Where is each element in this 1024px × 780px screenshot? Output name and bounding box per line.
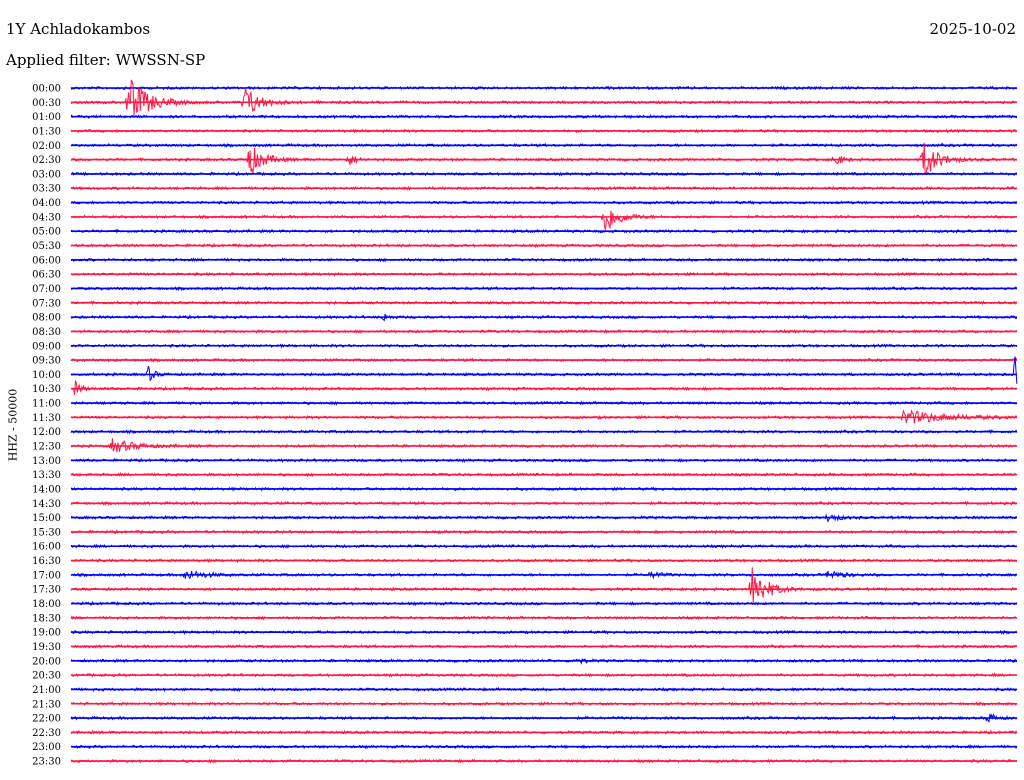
row-time-label: 11:30 [32, 413, 61, 424]
date-label: 2025-10-02 [929, 20, 1016, 38]
filter-label: Applied filter: WWSSN-SP [6, 51, 206, 69]
row-time-label: 04:00 [32, 198, 61, 209]
row-time-label: 19:30 [32, 642, 61, 653]
row-time-label: 11:00 [32, 399, 61, 410]
row-time-label: 06:30 [32, 270, 61, 281]
row-time-label: 02:30 [32, 155, 61, 166]
row-time-label: 10:00 [32, 370, 61, 381]
row-time-label: 23:30 [32, 757, 61, 768]
row-time-label: 13:30 [32, 470, 61, 481]
row-time-label: 14:30 [32, 499, 61, 510]
row-time-label: 15:00 [32, 513, 61, 524]
row-time-label: 22:30 [32, 728, 61, 739]
row-time-label: 03:00 [32, 169, 61, 180]
row-time-label: 04:30 [32, 212, 61, 223]
row-time-label: 07:30 [32, 298, 61, 309]
row-time-label: 01:00 [32, 112, 61, 123]
row-time-label: 18:00 [32, 599, 61, 610]
row-time-label: 12:30 [32, 442, 61, 453]
row-time-label: 00:00 [32, 84, 61, 95]
row-time-label: 02:00 [32, 141, 61, 152]
row-time-label: 22:00 [32, 714, 61, 725]
row-time-label: 21:30 [32, 699, 61, 710]
row-time-label: 14:00 [32, 484, 61, 495]
station-title: 1Y Achladokambos [6, 20, 151, 38]
row-time-label: 16:30 [32, 556, 61, 567]
row-time-label: 07:00 [32, 284, 61, 295]
row-time-label: 23:00 [32, 742, 61, 753]
row-time-label: 03:30 [32, 184, 61, 195]
row-time-label: 18:30 [32, 613, 61, 624]
seismic-trace [70, 79, 1018, 116]
row-time-label: 19:00 [32, 628, 61, 639]
row-time-label: 05:30 [32, 241, 61, 252]
seismic-trace [70, 210, 1017, 231]
row-time-label: 20:30 [32, 671, 61, 682]
row-time-label: 21:00 [32, 685, 61, 696]
row-time-label: 08:00 [32, 313, 61, 324]
row-time-label: 05:00 [32, 227, 61, 238]
row-time-label: 15:30 [32, 527, 61, 538]
row-time-label: 20:00 [32, 656, 61, 667]
row-time-label: 17:30 [32, 585, 61, 596]
row-time-label: 09:00 [32, 341, 61, 352]
row-time-label: 00:30 [32, 98, 61, 109]
row-time-label: 16:00 [32, 542, 61, 553]
row-time-label: 13:00 [32, 456, 61, 467]
row-time-label: 09:30 [32, 356, 61, 367]
seismic-trace [71, 142, 1018, 176]
row-time-label: 08:30 [32, 327, 61, 338]
row-time-label: 17:00 [32, 570, 61, 581]
row-time-label: 10:30 [32, 384, 61, 395]
row-time-label: 01:30 [32, 126, 61, 137]
row-time-label: 12:00 [32, 427, 61, 438]
row-time-label: 06:00 [32, 255, 61, 266]
